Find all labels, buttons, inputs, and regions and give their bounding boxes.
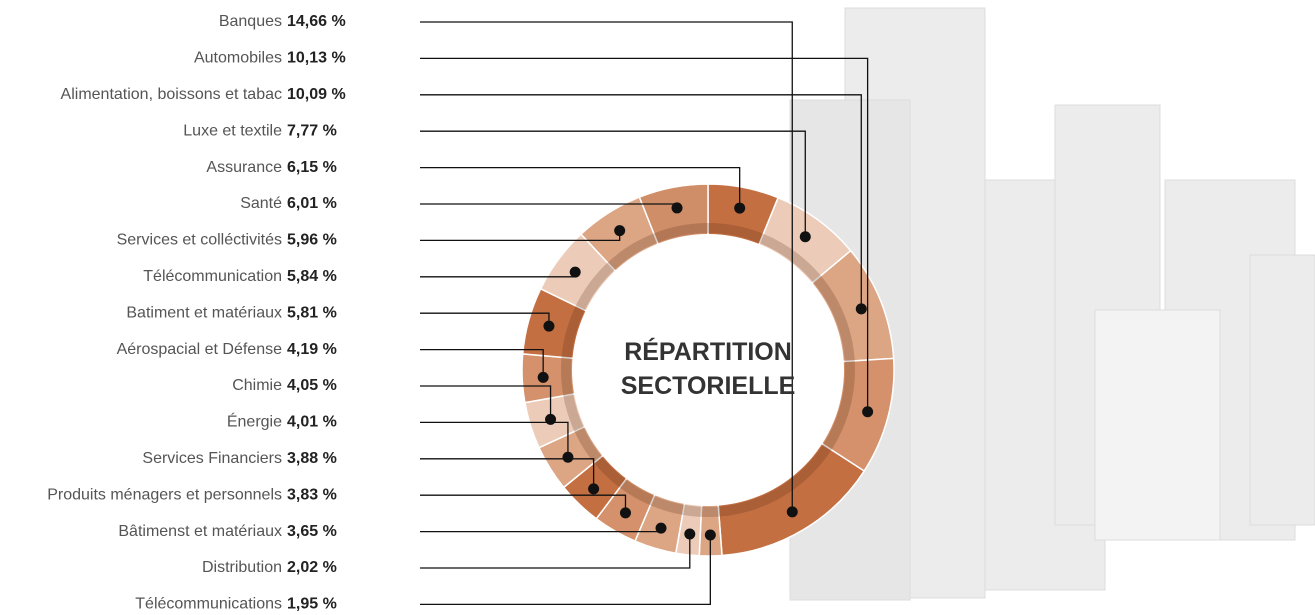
marker-dot [614,225,625,236]
page: Banques 14,66 % Automobiles 10,13 % Alimenta… [0,0,1315,615]
marker-dot [656,523,667,534]
marker-dot [545,414,556,425]
value-label: 4,05 % [287,377,337,394]
value-label: 3,88 % [287,450,337,467]
category-label: Aérospacial et Défense [117,341,283,358]
chart-title: RÉPARTITION SECTORIELLE [608,335,808,403]
marker-dot [570,267,581,278]
marker-dot [856,303,867,314]
marker-dot [800,231,811,242]
chart: Banques 14,66 % Automobiles 10,13 % Alimenta… [0,0,1315,615]
value-label: 5,81 % [287,304,337,321]
category-label: Chimie [232,377,282,394]
value-label: 2,02 % [287,559,337,576]
value-label: 4,01 % [287,414,337,431]
category-label: Luxe et textile [183,122,282,139]
category-label: Assurance [206,159,282,176]
value-label: 14,66 % [287,13,346,30]
category-label: Télécommunications [135,596,282,613]
value-label: 6,01 % [287,195,337,212]
marker-dot [787,506,798,517]
value-label: 3,65 % [287,523,337,540]
category-label: Batiment et matériaux [126,304,282,321]
category-label: Produits ménagers et personnels [47,486,282,503]
value-label: 10,09 % [287,86,346,103]
value-label: 5,84 % [287,268,337,285]
marker-dot [684,528,695,539]
value-label: 10,13 % [287,50,346,67]
marker-dot [862,406,873,417]
category-label: Automobiles [194,50,282,67]
marker-dot [734,203,745,214]
marker-dot [538,372,549,383]
category-label: Santé [240,195,282,212]
value-label: 3,83 % [287,486,337,503]
value-label: 6,15 % [287,159,337,176]
marker-dot [543,321,554,332]
category-label: Télécommunication [143,268,282,285]
value-label: 7,77 % [287,122,337,139]
category-label: Services et colléctivités [117,232,282,249]
value-label: 1,95 % [287,596,337,613]
marker-dot [672,202,683,213]
category-label: Alimentation, boissons et tabac [61,86,282,103]
category-label: Banques [219,13,282,30]
marker-dot [705,529,716,540]
category-label: Services Financiers [142,450,282,467]
category-label: Bâtimenst et matériaux [118,523,282,540]
value-label: 4,19 % [287,341,337,358]
value-label: 5,96 % [287,232,337,249]
category-label: Énergie [227,412,282,431]
marker-dot [562,452,573,463]
category-label: Distribution [202,559,282,576]
marker-dot [588,483,599,494]
marker-dot [620,507,631,518]
